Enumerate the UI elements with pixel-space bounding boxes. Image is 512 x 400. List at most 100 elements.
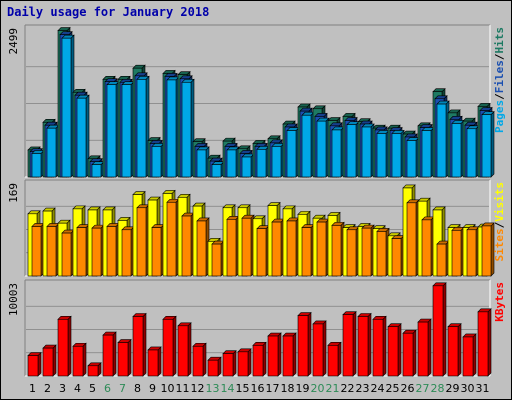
bar-pages-day-24 [376,129,390,178]
x-tick-label-12: 12 [191,382,205,395]
bar-pages-day-18 [286,126,300,178]
bar-pages-day-5 [91,160,105,178]
bar-kbytes-day-22 [342,310,357,377]
bar-kbytes-day-5 [87,362,102,377]
bar-sites-day-14 [226,215,240,277]
bar-pages-day-29 [451,119,465,178]
bar-sites-day-6 [106,222,120,277]
bar-sites-day-21 [331,221,345,277]
bar-pages-day-6 [106,80,120,178]
x-tick-label-28: 28 [431,382,445,395]
bar-kbytes-day-19 [297,311,312,377]
bar-pages-day-9 [151,142,165,178]
x-tick-label-19: 19 [296,382,310,395]
legend-entry: Hits [493,27,506,54]
x-tick-label-1: 1 [29,382,36,395]
x-tick-label-3: 3 [59,382,66,395]
bar-kbytes-day-18 [282,332,297,377]
x-tick-label-4: 4 [74,382,81,395]
bar-pages-day-7 [121,80,135,178]
x-tick-label-7: 7 [119,382,126,395]
bar-kbytes-day-7 [117,338,132,377]
x-tick-label-22: 22 [341,382,355,395]
bar-kbytes-day-23 [357,312,372,377]
x-tick-label-29: 29 [446,382,460,395]
panel-2: 169 Sites/Visits [7,179,506,277]
bar-sites-day-5 [91,224,105,277]
bar-sites-day-20 [316,218,330,277]
bar-kbytes-day-8 [132,312,147,377]
bar-pages-day-19 [301,111,315,178]
bar-sites-day-29 [451,226,465,277]
bar-pages-day-26 [406,136,420,178]
bar-sites-day-27 [421,216,435,277]
bar-sites-day-9 [151,223,165,277]
x-tick-label-15: 15 [236,382,250,395]
bar-sites-day-31 [481,222,495,277]
x-tick-label-9: 9 [149,382,156,395]
bar-pages-day-10 [166,76,180,178]
x-tick-label-2: 2 [44,382,51,395]
bar-sites-day-2 [46,222,60,277]
bar-kbytes-day-27 [417,318,432,377]
bar-pages-day-21 [331,126,345,178]
bar-pages-day-4 [76,94,90,178]
bar-sites-day-24 [376,227,390,277]
x-tick-label-6: 6 [104,382,111,395]
bar-sites-day-13 [211,240,225,277]
bar-pages-day-16 [256,145,270,178]
bar-kbytes-day-14 [222,349,237,377]
bar-kbytes-day-11 [177,322,192,377]
x-tick-label-20: 20 [311,382,325,395]
legend-entry: KBytes [493,282,506,322]
bar-pages-day-27 [421,126,435,178]
bar-kbytes-day-3 [57,315,72,377]
bar-sites-day-4 [76,223,90,277]
legend-entry: Files [493,60,506,93]
bar-sites-day-12 [196,217,210,277]
bar-sites-day-15 [241,214,255,277]
chart-panels: 2499Pages/Files/Hits169Sites/Visits10003… [7,24,506,377]
bar-sites-day-7 [121,226,135,277]
bar-pages-day-15 [241,153,255,178]
x-tick-label-13: 13 [206,382,220,395]
bar-kbytes-day-21 [327,341,342,377]
bar-sites-day-16 [256,224,270,277]
legend-entry: / [493,53,506,60]
x-tick-label-21: 21 [326,382,340,395]
x-tick-label-10: 10 [161,382,175,395]
bar-kbytes-day-13 [207,356,222,377]
bar-sites-day-26 [406,199,420,277]
x-tick-label-23: 23 [356,382,370,395]
bar-sites-day-18 [286,217,300,277]
legend-entry: Sites [493,228,506,261]
bar-pages-day-1 [31,149,45,178]
bar-pages-day-17 [271,142,285,178]
bar-kbytes-day-31 [477,308,492,377]
bar-pages-day-14 [226,146,240,178]
bar-sites-day-28 [436,240,450,277]
bar-kbytes-day-4 [72,342,87,377]
bar-pages-day-28 [436,100,450,178]
panel-3: 10003 KBytes [7,279,506,377]
legend-2: Sites/Visits [493,182,506,262]
bar-pages-day-11 [181,78,195,178]
x-tick-label-27: 27 [416,382,430,395]
bar-pages-day-22 [346,120,360,178]
bar-pages-day-3 [61,34,75,178]
bar-kbytes-day-29 [447,323,462,377]
legend-entry: Pages [493,100,506,133]
bar-pages-day-23 [361,123,375,178]
bar-sites-day-3 [61,229,75,277]
bar-kbytes-day-9 [147,346,162,377]
bar-sites-day-1 [31,222,45,277]
bar-pages-day-2 [46,124,60,178]
y-axis-max-label: 2499 [7,28,20,55]
bar-kbytes-day-26 [402,329,417,377]
x-tick-label-16: 16 [251,382,265,395]
x-tick-label-25: 25 [386,382,400,395]
x-tick-label-14: 14 [221,382,235,395]
chart-title: Daily usage for January 2018 [7,5,209,19]
bar-pages-day-13 [211,160,225,178]
